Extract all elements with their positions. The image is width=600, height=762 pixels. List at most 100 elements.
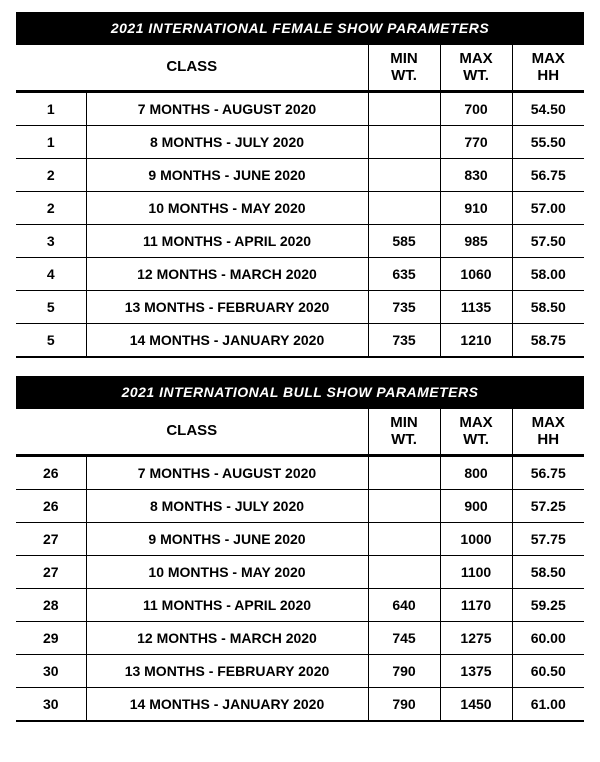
table-body: 26 7 MONTHS - AUGUST 2020 800 56.75 26 8… xyxy=(16,456,584,722)
cell-class-num: 27 xyxy=(16,556,86,589)
cell-max-wt: 900 xyxy=(440,490,512,523)
table-row: 2 10 MONTHS - MAY 2020 910 57.00 xyxy=(16,192,584,225)
cell-max-wt: 1450 xyxy=(440,688,512,722)
cell-min-wt xyxy=(368,490,440,523)
cell-min-wt: 745 xyxy=(368,622,440,655)
cell-class-num: 2 xyxy=(16,192,86,225)
table-body: 1 7 MONTHS - AUGUST 2020 700 54.50 1 8 M… xyxy=(16,92,584,358)
cell-class-num: 4 xyxy=(16,258,86,291)
cell-class-num: 28 xyxy=(16,589,86,622)
cell-max-hh: 56.75 xyxy=(512,159,584,192)
col-min-wt: MINWT. xyxy=(368,45,440,92)
cell-max-wt: 910 xyxy=(440,192,512,225)
cell-max-wt: 985 xyxy=(440,225,512,258)
table-row: 1 7 MONTHS - AUGUST 2020 700 54.50 xyxy=(16,92,584,126)
table-row: 30 14 MONTHS - JANUARY 2020 790 1450 61.… xyxy=(16,688,584,722)
cell-class-desc: 8 MONTHS - JULY 2020 xyxy=(86,126,368,159)
cell-max-wt: 1170 xyxy=(440,589,512,622)
cell-class-desc: 14 MONTHS - JANUARY 2020 xyxy=(86,324,368,358)
table-row: 30 13 MONTHS - FEBRUARY 2020 790 1375 60… xyxy=(16,655,584,688)
cell-class-num: 30 xyxy=(16,655,86,688)
cell-max-wt: 800 xyxy=(440,456,512,490)
cell-max-wt: 1375 xyxy=(440,655,512,688)
cell-min-wt xyxy=(368,523,440,556)
bull-show-table: 2021 INTERNATIONAL BULL SHOW PARAMETERS … xyxy=(16,376,584,722)
cell-class-num: 5 xyxy=(16,324,86,358)
page: 2021 INTERNATIONAL FEMALE SHOW PARAMETER… xyxy=(0,0,600,752)
cell-max-hh: 58.50 xyxy=(512,291,584,324)
table-row: 26 7 MONTHS - AUGUST 2020 800 56.75 xyxy=(16,456,584,490)
cell-min-wt xyxy=(368,456,440,490)
cell-class-desc: 13 MONTHS - FEBRUARY 2020 xyxy=(86,655,368,688)
cell-class-desc: 9 MONTHS - JUNE 2020 xyxy=(86,523,368,556)
cell-class-num: 26 xyxy=(16,490,86,523)
cell-max-hh: 54.50 xyxy=(512,92,584,126)
cell-min-wt: 790 xyxy=(368,688,440,722)
cell-class-num: 1 xyxy=(16,92,86,126)
cell-min-wt: 735 xyxy=(368,324,440,358)
table-header-row: CLASS MINWT. MAXWT. MAXHH xyxy=(16,409,584,456)
cell-min-wt xyxy=(368,556,440,589)
table-row: 2 9 MONTHS - JUNE 2020 830 56.75 xyxy=(16,159,584,192)
cell-max-hh: 61.00 xyxy=(512,688,584,722)
table-row: 29 12 MONTHS - MARCH 2020 745 1275 60.00 xyxy=(16,622,584,655)
cell-class-desc: 12 MONTHS - MARCH 2020 xyxy=(86,258,368,291)
table-row: 27 10 MONTHS - MAY 2020 1100 58.50 xyxy=(16,556,584,589)
cell-max-hh: 58.00 xyxy=(512,258,584,291)
table-row: 3 11 MONTHS - APRIL 2020 585 985 57.50 xyxy=(16,225,584,258)
col-max-wt: MAXWT. xyxy=(440,45,512,92)
cell-class-desc: 14 MONTHS - JANUARY 2020 xyxy=(86,688,368,722)
cell-max-wt: 1000 xyxy=(440,523,512,556)
col-max-hh: MAXHH xyxy=(512,45,584,92)
cell-max-hh: 57.75 xyxy=(512,523,584,556)
cell-min-wt: 640 xyxy=(368,589,440,622)
table-row: 26 8 MONTHS - JULY 2020 900 57.25 xyxy=(16,490,584,523)
cell-class-num: 5 xyxy=(16,291,86,324)
cell-max-hh: 60.50 xyxy=(512,655,584,688)
col-class: CLASS xyxy=(16,409,368,456)
cell-class-desc: 10 MONTHS - MAY 2020 xyxy=(86,192,368,225)
cell-min-wt xyxy=(368,192,440,225)
cell-min-wt: 735 xyxy=(368,291,440,324)
cell-max-wt: 1060 xyxy=(440,258,512,291)
table-header-row: CLASS MINWT. MAXWT. MAXHH xyxy=(16,45,584,92)
cell-max-hh: 57.25 xyxy=(512,490,584,523)
cell-max-hh: 57.00 xyxy=(512,192,584,225)
cell-min-wt: 635 xyxy=(368,258,440,291)
cell-max-wt: 1210 xyxy=(440,324,512,358)
cell-max-hh: 55.50 xyxy=(512,126,584,159)
cell-min-wt xyxy=(368,126,440,159)
cell-max-wt: 700 xyxy=(440,92,512,126)
cell-class-num: 26 xyxy=(16,456,86,490)
cell-max-hh: 60.00 xyxy=(512,622,584,655)
cell-min-wt xyxy=(368,159,440,192)
table-title-row: 2021 INTERNATIONAL BULL SHOW PARAMETERS xyxy=(16,376,584,409)
cell-class-desc: 7 MONTHS - AUGUST 2020 xyxy=(86,456,368,490)
cell-min-wt xyxy=(368,92,440,126)
cell-class-num: 1 xyxy=(16,126,86,159)
cell-max-hh: 56.75 xyxy=(512,456,584,490)
cell-max-hh: 58.50 xyxy=(512,556,584,589)
table-row: 28 11 MONTHS - APRIL 2020 640 1170 59.25 xyxy=(16,589,584,622)
cell-max-hh: 57.50 xyxy=(512,225,584,258)
cell-class-num: 30 xyxy=(16,688,86,722)
col-class: CLASS xyxy=(16,45,368,92)
cell-class-num: 27 xyxy=(16,523,86,556)
cell-class-desc: 10 MONTHS - MAY 2020 xyxy=(86,556,368,589)
cell-min-wt: 585 xyxy=(368,225,440,258)
cell-max-wt: 770 xyxy=(440,126,512,159)
cell-class-num: 3 xyxy=(16,225,86,258)
table-row: 27 9 MONTHS - JUNE 2020 1000 57.75 xyxy=(16,523,584,556)
cell-max-hh: 59.25 xyxy=(512,589,584,622)
cell-max-wt: 1275 xyxy=(440,622,512,655)
cell-class-desc: 12 MONTHS - MARCH 2020 xyxy=(86,622,368,655)
cell-max-wt: 1135 xyxy=(440,291,512,324)
table-row: 5 13 MONTHS - FEBRUARY 2020 735 1135 58.… xyxy=(16,291,584,324)
table-row: 1 8 MONTHS - JULY 2020 770 55.50 xyxy=(16,126,584,159)
cell-class-desc: 13 MONTHS - FEBRUARY 2020 xyxy=(86,291,368,324)
cell-max-wt: 1100 xyxy=(440,556,512,589)
col-max-wt: MAXWT. xyxy=(440,409,512,456)
cell-max-wt: 830 xyxy=(440,159,512,192)
table-title: 2021 INTERNATIONAL BULL SHOW PARAMETERS xyxy=(16,376,584,409)
cell-class-desc: 11 MONTHS - APRIL 2020 xyxy=(86,225,368,258)
